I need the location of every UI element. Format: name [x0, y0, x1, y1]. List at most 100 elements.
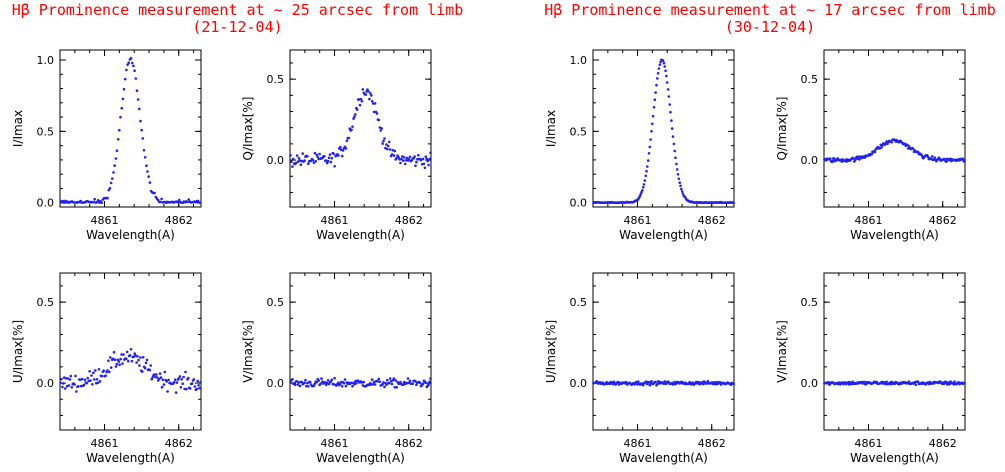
data-point [330, 378, 334, 382]
data-point [656, 72, 660, 75]
y-tick-label: 0.0 [37, 197, 55, 210]
data-point [385, 143, 388, 146]
data-point [405, 156, 409, 160]
data-point [199, 381, 202, 384]
data-point [342, 381, 346, 385]
data-point [663, 65, 666, 68]
data-point [129, 56, 133, 60]
y-tick-label: 0.5 [801, 73, 819, 86]
data-point [142, 149, 146, 152]
x-tick-label: 4862 [929, 437, 957, 450]
data-point [141, 356, 145, 359]
data-point [658, 63, 662, 66]
data-point [646, 165, 649, 168]
data-point [661, 59, 665, 62]
data-point [113, 164, 116, 167]
data-point [907, 380, 911, 384]
data-point [88, 370, 91, 373]
data-point [312, 161, 316, 165]
x-axis-label: Wavelength(A) [316, 451, 405, 465]
data-point [373, 383, 377, 386]
x-tick-label: 4862 [698, 214, 726, 227]
plot-frame [592, 272, 735, 431]
data-point [311, 159, 315, 162]
data-point [195, 387, 199, 391]
data-point [149, 364, 152, 367]
data-point [422, 162, 426, 166]
data-point [137, 358, 140, 362]
data-point [186, 200, 189, 204]
data-point [156, 376, 159, 379]
data-point [424, 155, 428, 158]
data-point [680, 190, 684, 193]
data-point [400, 157, 403, 161]
data-point [345, 139, 349, 143]
y-tick-label: 0.5 [267, 296, 285, 309]
data-point [327, 156, 331, 160]
y-tick-label: 1.0 [570, 54, 588, 67]
data-point [662, 61, 666, 65]
data-point [386, 378, 389, 382]
x-tick-label: 4861 [91, 214, 119, 227]
data-point [673, 149, 676, 153]
data-point [304, 378, 307, 382]
data-point [147, 175, 150, 178]
data-point [92, 200, 95, 204]
data-point [945, 160, 948, 163]
data-point [641, 189, 644, 192]
data-point [95, 378, 99, 381]
data-point [155, 373, 158, 376]
data-point [185, 387, 188, 391]
data-point [166, 390, 169, 393]
data-point [650, 380, 653, 383]
data-point [165, 380, 168, 383]
title-left-line1: Hβ Prominence measurement at ~ 25 arcsec… [11, 1, 464, 19]
data-point [885, 380, 888, 384]
y-axis-label: Q/Imax[%] [775, 97, 789, 161]
data-point [329, 160, 333, 164]
data-point [187, 198, 190, 201]
x-tick-label: 4861 [91, 437, 119, 450]
data-point [96, 199, 100, 202]
data-point [337, 381, 340, 385]
data-point [377, 377, 381, 381]
data-point [150, 378, 153, 381]
data-point [413, 155, 416, 158]
data-point [351, 125, 354, 128]
data-point [414, 380, 417, 383]
data-point [387, 140, 391, 144]
data-point [701, 382, 705, 386]
data-point [381, 142, 384, 145]
data-point [86, 376, 89, 380]
data-point [873, 150, 877, 154]
data-point [299, 163, 303, 166]
data-point [852, 157, 855, 160]
data-point [100, 201, 103, 204]
data-point [643, 179, 647, 182]
data-point [135, 89, 139, 92]
data-point [379, 129, 383, 132]
data-point [350, 381, 353, 385]
data-point [307, 385, 310, 388]
data-point [295, 154, 299, 157]
data-point [319, 382, 322, 386]
data-point [98, 380, 102, 383]
data-point [59, 381, 62, 385]
data-point [668, 103, 671, 106]
data-point [131, 61, 134, 65]
data-point [394, 379, 398, 382]
data-point [175, 381, 179, 384]
data-point [143, 366, 147, 370]
data-point [160, 197, 163, 201]
data-point [75, 390, 78, 393]
data-point [62, 382, 65, 385]
x-tick-label: 4862 [165, 214, 193, 227]
data-point [347, 136, 351, 140]
data-point [70, 386, 74, 389]
data-point [350, 128, 353, 132]
data-point [297, 156, 301, 160]
data-point [373, 102, 377, 105]
data-point [314, 160, 318, 163]
y-tick-label: 0.5 [37, 125, 55, 138]
plot-frame [59, 272, 202, 431]
